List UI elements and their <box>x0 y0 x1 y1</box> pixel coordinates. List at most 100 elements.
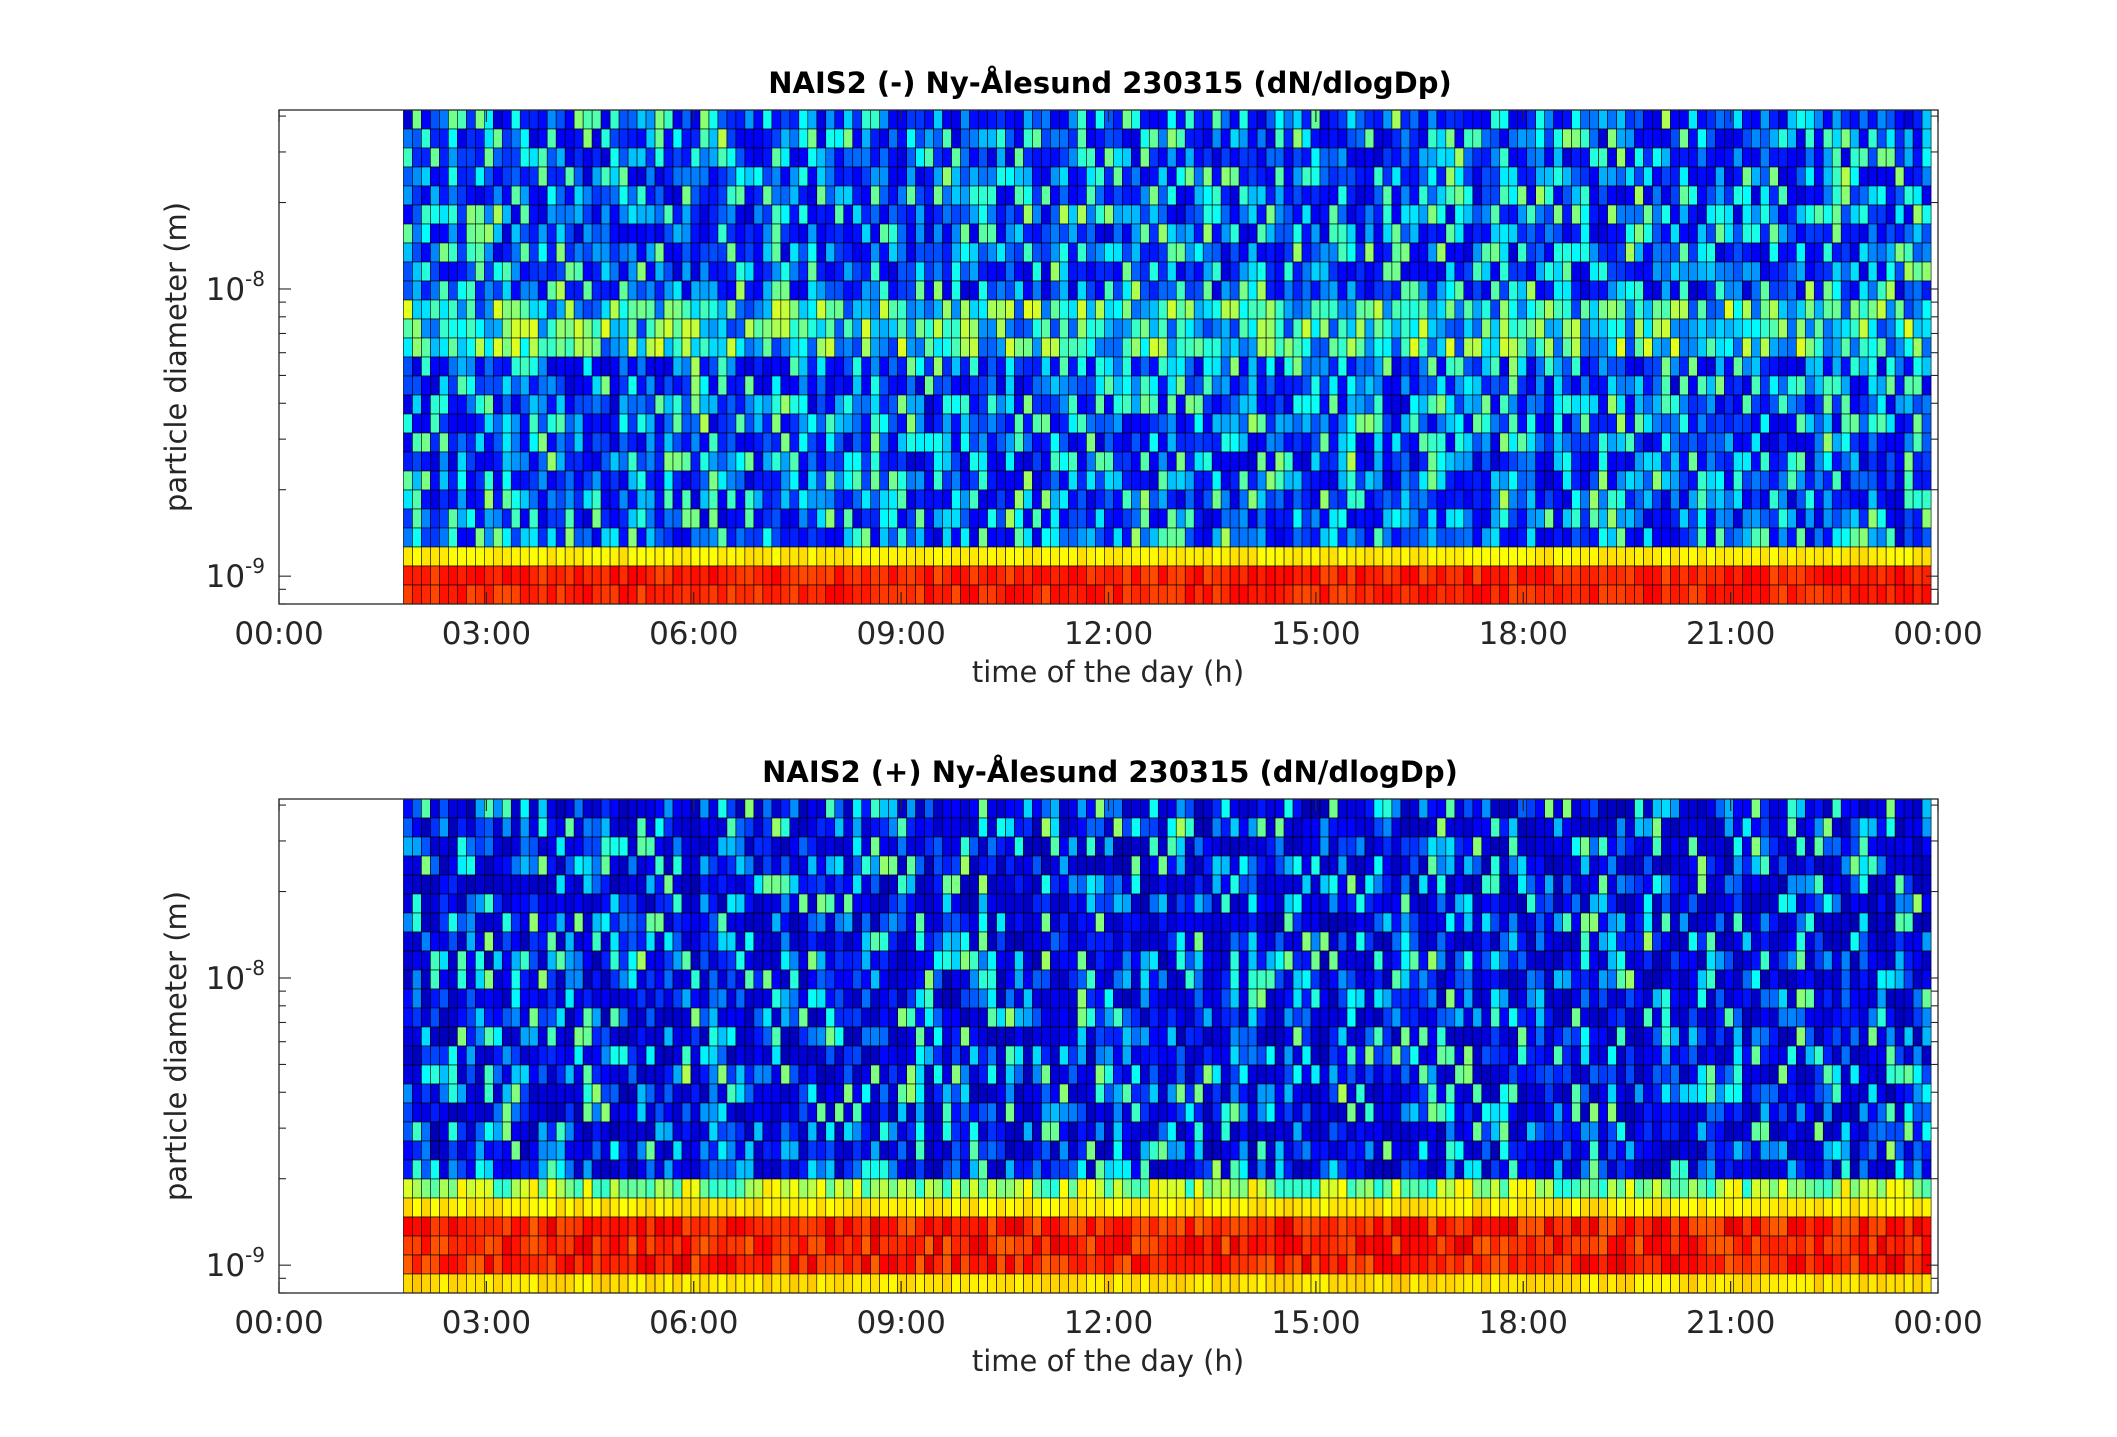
heatmap-cell <box>1661 375 1671 396</box>
heatmap-cell <box>457 1007 467 1028</box>
heatmap-cell <box>564 337 575 358</box>
heatmap-cell <box>1454 394 1465 415</box>
heatmap-cell <box>1625 147 1635 168</box>
heatmap-cell <box>735 546 746 567</box>
heatmap-cell <box>1247 375 1258 396</box>
heatmap-cell <box>771 337 782 358</box>
heatmap-cell <box>564 1121 575 1142</box>
heatmap-cell <box>933 508 943 529</box>
heatmap-cell <box>1652 394 1662 415</box>
heatmap-cell <box>519 1159 530 1180</box>
heatmap-cell <box>430 527 440 548</box>
heatmap-cell <box>1454 147 1465 168</box>
heatmap-cell <box>753 489 764 510</box>
heatmap-cell <box>466 375 476 396</box>
heatmap-cell <box>1921 147 1932 168</box>
heatmap-cell <box>1643 280 1653 301</box>
heatmap-cell <box>403 432 413 453</box>
heatmap-cell <box>1831 242 1842 263</box>
heatmap-cell <box>672 394 683 415</box>
heatmap-cell <box>1472 584 1483 605</box>
heatmap-cell <box>591 318 602 339</box>
heatmap-cell <box>1634 128 1644 149</box>
heatmap-cell <box>600 166 611 187</box>
heatmap-cell <box>654 470 665 491</box>
heatmap-cell <box>555 855 566 876</box>
heatmap-cell <box>600 261 611 282</box>
heatmap-cell <box>1499 109 1510 130</box>
heatmap-cell <box>825 546 836 567</box>
heatmap-cell <box>744 261 755 282</box>
heatmap-cell <box>528 185 539 206</box>
heatmap-cell <box>1625 356 1635 377</box>
heatmap-cell <box>1283 432 1294 453</box>
heatmap-cell <box>1499 489 1510 510</box>
heatmap-cell <box>1274 508 1285 529</box>
heatmap-cell <box>475 166 485 187</box>
heatmap-cell <box>1463 261 1474 282</box>
heatmap-cell <box>1508 489 1519 510</box>
heatmap-cell <box>1373 318 1384 339</box>
heatmap-cell <box>1742 337 1752 358</box>
heatmap-cell <box>1140 280 1150 301</box>
heatmap-cell <box>501 223 512 244</box>
heatmap-cell <box>1023 546 1033 567</box>
heatmap-cell <box>1409 508 1420 529</box>
heatmap-cell <box>1086 128 1096 149</box>
heatmap-cell <box>1733 394 1743 415</box>
x-tick-label: 21:00 <box>1686 616 1775 652</box>
heatmap-cell <box>1742 109 1752 130</box>
heatmap-cell <box>1751 166 1761 187</box>
y-axis: 10-910-8 <box>206 115 1938 605</box>
heatmap-cell <box>942 299 952 320</box>
heatmap-cell <box>753 375 764 396</box>
heatmap-cell <box>1301 147 1312 168</box>
heatmap-cell <box>1328 261 1339 282</box>
heatmap-cell <box>591 299 602 320</box>
heatmap-cell <box>1382 147 1393 168</box>
heatmap-cell <box>1795 242 1806 263</box>
heatmap-cell <box>421 1045 431 1066</box>
heatmap-cell <box>1122 527 1132 548</box>
heatmap-cell <box>735 185 746 206</box>
heatmap-cell <box>591 185 602 206</box>
heatmap-cell <box>609 375 620 396</box>
heatmap-cell <box>708 109 719 130</box>
heatmap-cell <box>1148 318 1159 339</box>
heatmap-cell <box>1068 489 1078 510</box>
heatmap-cell <box>906 147 916 168</box>
heatmap-cell <box>1400 565 1411 586</box>
heatmap-cell <box>1238 147 1249 168</box>
heatmap-cell <box>555 1197 566 1218</box>
heatmap-cell <box>1238 451 1249 472</box>
heatmap-cells <box>403 798 1932 1294</box>
heatmap-cell <box>403 128 413 149</box>
heatmap-cell <box>519 931 530 952</box>
heatmap-cell <box>555 1083 566 1104</box>
heatmap-cell <box>1355 280 1366 301</box>
heatmap-cell <box>1769 299 1779 320</box>
heatmap-cell <box>798 223 809 244</box>
heatmap-cell <box>1562 204 1572 225</box>
heatmap-cell <box>681 242 692 263</box>
heatmap-cell <box>717 185 728 206</box>
heatmap-cell <box>1813 413 1824 434</box>
heatmap-cell <box>870 337 881 358</box>
heatmap-cell <box>699 356 710 377</box>
heatmap-cell <box>501 1121 512 1142</box>
heatmap-cell <box>735 337 746 358</box>
heatmap-cell <box>717 242 728 263</box>
heatmap-cell <box>448 185 458 206</box>
heatmap-cell <box>1769 337 1779 358</box>
heatmap-cell <box>1247 546 1258 567</box>
heatmap-cell <box>448 451 458 472</box>
heatmap-cell <box>915 546 925 567</box>
heatmap-cell <box>1643 584 1653 605</box>
heatmap-cell <box>1346 337 1357 358</box>
heatmap-cell <box>1894 451 1905 472</box>
heatmap-cell <box>1769 489 1779 510</box>
heatmap-cell <box>1157 166 1168 187</box>
heatmap-cell <box>466 988 476 1009</box>
heatmap-cell <box>1679 375 1689 396</box>
heatmap-cell <box>1858 204 1869 225</box>
